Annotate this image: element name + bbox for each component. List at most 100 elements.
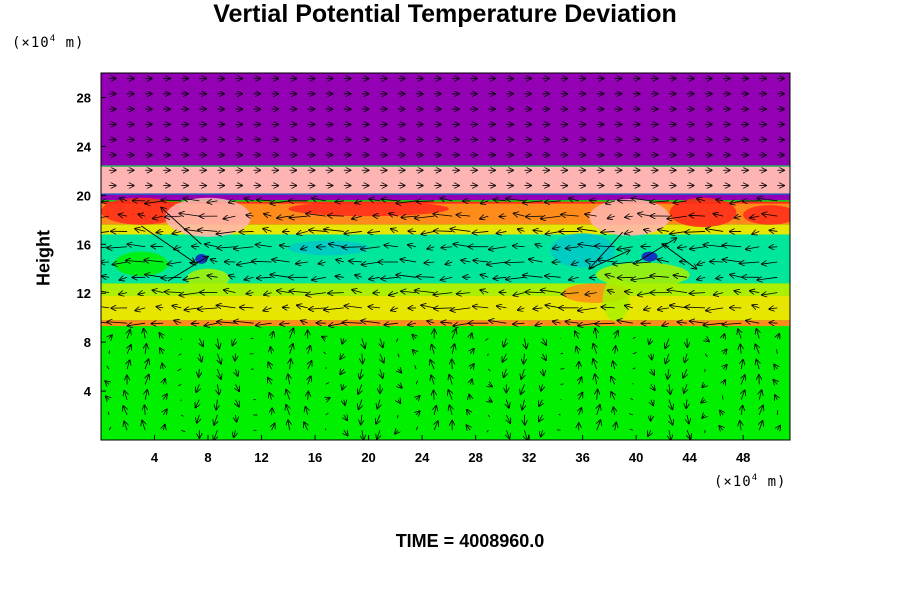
wind-vector: [398, 369, 401, 372]
wind-vector: [723, 245, 742, 247]
wind-vector: [290, 329, 294, 339]
wind-vector: [106, 365, 110, 370]
wind-vector: [451, 308, 471, 310]
wind-vector: [109, 335, 112, 338]
wind-vector: [235, 399, 238, 407]
x-tick-label: 16: [308, 450, 322, 465]
wind-vector: [453, 323, 471, 326]
wind-vector: [687, 414, 689, 424]
wind-vector: [774, 365, 777, 369]
wind-vector: [272, 408, 273, 415]
wind-vector: [618, 200, 633, 201]
wind-vector: [451, 229, 471, 232]
wind-vector: [719, 426, 723, 430]
wind-vector: [586, 261, 597, 262]
wind-vector: [589, 231, 624, 269]
wind-vector: [102, 276, 110, 277]
wind-vector: [270, 347, 271, 354]
wind-vector: [256, 323, 272, 325]
wind-vector: [585, 214, 597, 216]
wind-vector: [488, 368, 491, 372]
wind-vector: [361, 414, 362, 425]
wind-vector: [234, 430, 236, 437]
wind-vector: [196, 384, 199, 392]
wind-vector: [738, 329, 741, 339]
wind-vector: [145, 375, 149, 385]
wind-vector: [723, 365, 727, 369]
wind-vector: [434, 406, 436, 416]
wind-vector: [421, 305, 435, 308]
field-patch: [288, 240, 369, 256]
wind-vector: [167, 262, 182, 264]
field-band: [101, 326, 790, 440]
wind-vector: [264, 214, 272, 216]
wind-vector: [457, 293, 471, 294]
wind-vector: [597, 405, 600, 416]
wind-vector: [205, 323, 218, 326]
wind-vector: [377, 399, 380, 409]
wind-vector: [756, 329, 759, 339]
wind-vector: [417, 277, 435, 278]
wind-vector: [541, 216, 561, 219]
wind-vector: [651, 368, 654, 375]
wind-vector: [308, 376, 311, 385]
wind-vector: [217, 353, 221, 364]
wind-vector: [306, 407, 308, 416]
wind-vector: [197, 414, 200, 423]
wind-vector: [686, 399, 687, 409]
wind-vector: [385, 323, 399, 325]
wind-vector: [524, 338, 526, 348]
wind-vector: [740, 345, 741, 354]
wind-vector: [343, 247, 362, 248]
wind-vector: [595, 329, 596, 339]
wind-vector: [721, 395, 724, 400]
wind-vector: [380, 338, 383, 347]
wind-vector: [163, 425, 165, 430]
wind-vector: [178, 353, 182, 356]
wind-vector: [324, 229, 344, 231]
wind-vector: [144, 260, 164, 262]
wind-vector: [615, 346, 616, 354]
wind-vector: [124, 422, 127, 431]
wind-vector: [773, 380, 777, 384]
wind-vector: [153, 290, 164, 292]
wind-vector: [235, 353, 236, 361]
wind-vector: [546, 231, 561, 234]
x-tick-label: 44: [682, 450, 697, 465]
wind-vector: [506, 199, 525, 201]
wind-vector: [651, 353, 652, 360]
wind-vector: [413, 350, 416, 354]
wind-vector: [750, 291, 760, 293]
wind-vector: [101, 231, 110, 233]
wind-vector: [755, 344, 759, 354]
wind-vector: [613, 361, 615, 370]
wind-vector: [277, 291, 290, 293]
wind-vector: [617, 320, 633, 323]
wind-vector: [325, 382, 329, 385]
wind-vector: [704, 353, 708, 357]
wind-vector: [396, 201, 417, 203]
wind-vector: [217, 338, 219, 348]
wind-vector: [358, 384, 362, 394]
wind-vector: [762, 214, 778, 216]
wind-vector: [481, 275, 489, 278]
wind-vector: [349, 261, 362, 262]
wind-vector: [680, 261, 688, 262]
wind-vector: [290, 359, 291, 370]
wind-vector: [723, 350, 726, 354]
wind-vector: [270, 201, 290, 204]
wind-vector: [561, 293, 579, 295]
wind-vector: [297, 231, 308, 234]
wind-vector: [674, 275, 688, 277]
wind-vector: [569, 198, 579, 201]
wind-vector: [735, 291, 742, 293]
wind-vector: [521, 384, 525, 394]
wind-vector: [606, 201, 615, 204]
wind-vector: [514, 213, 525, 216]
field-patch: [589, 199, 670, 236]
wind-vector: [595, 246, 615, 247]
wind-vector: [665, 353, 668, 364]
wind-vector: [207, 201, 218, 203]
wind-vector: [650, 201, 669, 202]
wind-vector: [541, 430, 543, 436]
